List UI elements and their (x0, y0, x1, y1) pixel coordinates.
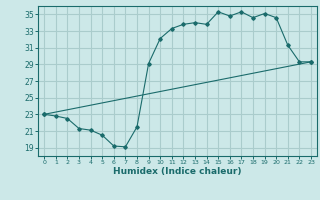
X-axis label: Humidex (Indice chaleur): Humidex (Indice chaleur) (113, 167, 242, 176)
